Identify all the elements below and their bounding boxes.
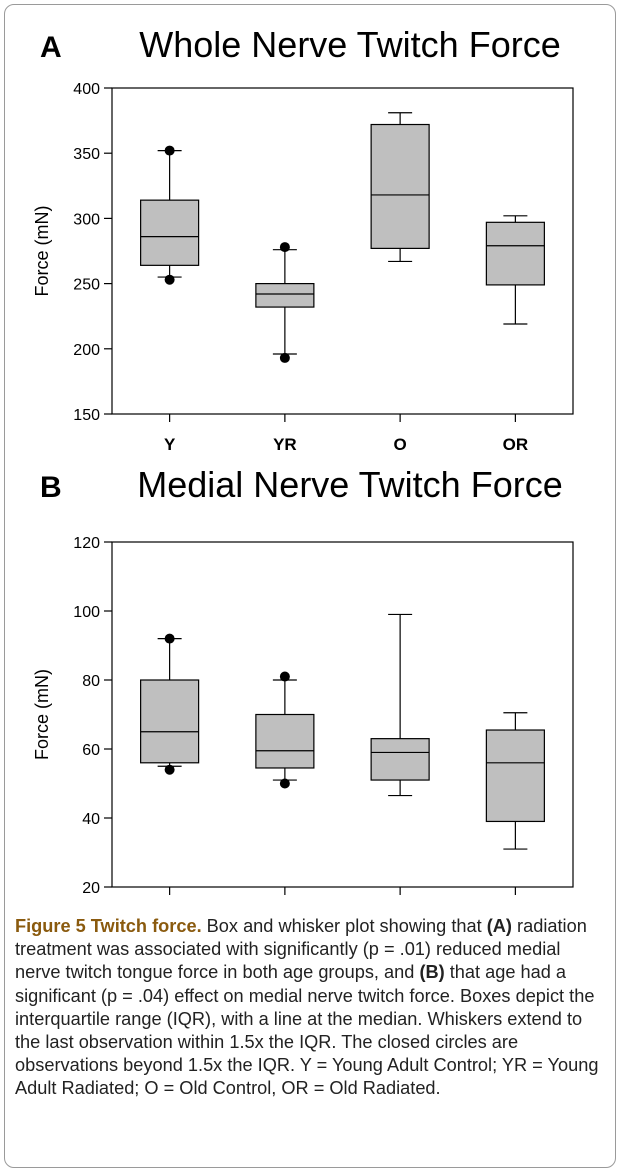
panel-b-box-or: [485, 729, 545, 823]
panel-a-box-yr: [255, 283, 315, 308]
panel-a-outlier-yr: [279, 242, 290, 253]
panel-a-x-tick-label-o: O: [394, 435, 407, 454]
panel-a-box-or: [485, 221, 545, 286]
panel-a-y-tick-label: 400: [73, 81, 100, 98]
panel-b-plot-frame: [111, 541, 574, 888]
panel-a-x-tick-label-y: Y: [164, 435, 176, 454]
panel-a-box-o: [370, 123, 430, 249]
panel-a-outlier-y: [164, 145, 175, 156]
figure-charts: A Whole Nerve Twitch Force 150 200 250 300 350…: [32, 24, 574, 910]
caption-ref-b: (B): [419, 962, 445, 983]
panel-b-label: B: [40, 471, 62, 504]
panel-b-title: Medial Nerve Twitch Force: [137, 464, 562, 505]
panel-a-y-tick-label: 250: [73, 277, 100, 294]
panel-a-x-tick-label-or: OR: [503, 435, 529, 454]
panel-b-y-tick-label: 80: [82, 673, 100, 690]
figure-caption: Figure 5 Twitch force. Box and whisker p…: [15, 915, 607, 1101]
caption-text-2: radiation treatment was associated with …: [15, 916, 587, 983]
panel-b-y-tick-label: 40: [82, 811, 100, 828]
panel-b-y-tick-label: 100: [73, 604, 100, 621]
panel-a-plot-frame: [111, 87, 574, 415]
caption-lead: Figure 5 Twitch force.: [15, 916, 202, 936]
panel-b-y-axis-label: Force (mN): [32, 669, 52, 760]
panel-b-box-o: [370, 738, 430, 781]
panel-b-x-tick-label-or: OR: [503, 908, 529, 910]
panel-a-label: A: [40, 31, 62, 64]
panel-a-y-tick-label: 150: [73, 407, 100, 424]
panel-b-outlier-yr: [279, 778, 290, 789]
panel-a-y-tick-label: 300: [73, 211, 100, 228]
caption-text-3: that age had a significant (p = .04) eff…: [15, 962, 599, 1099]
panel-b-x-tick-label-o: O: [394, 908, 407, 910]
panel-b-outlier-y: [164, 633, 175, 644]
panel-a-outlier-yr: [279, 352, 290, 363]
panel-a-y-tick-label: 350: [73, 146, 100, 163]
panel-b-x-tick-label-y: Y: [164, 908, 176, 910]
caption-ref-a: (A): [486, 916, 512, 936]
panel-b-outlier-y: [164, 764, 175, 775]
panel-a-title: Whole Nerve Twitch Force: [139, 24, 560, 65]
panel-a-outlier-y: [164, 274, 175, 285]
panel-b-y-tick-label: 120: [73, 535, 100, 552]
panel-b-box-yr: [255, 713, 315, 769]
panel-a-y-tick-label: 200: [73, 342, 100, 359]
panel-b-x-tick-label-yr: YR: [273, 908, 297, 910]
panel-b-y-tick-label: 20: [82, 880, 100, 897]
figure-frame: [4, 4, 616, 1168]
panel-b-box-y: [140, 679, 200, 764]
panel-b-outlier-yr: [279, 671, 290, 682]
panel-a-x-tick-label-yr: YR: [273, 435, 297, 454]
panel-a-y-axis-label: Force (mN): [32, 206, 52, 297]
panel-b-y-tick-label: 60: [82, 742, 100, 759]
caption-text-1: Box and whisker plot showing that: [201, 916, 487, 936]
panel-a-box-y: [140, 199, 200, 266]
